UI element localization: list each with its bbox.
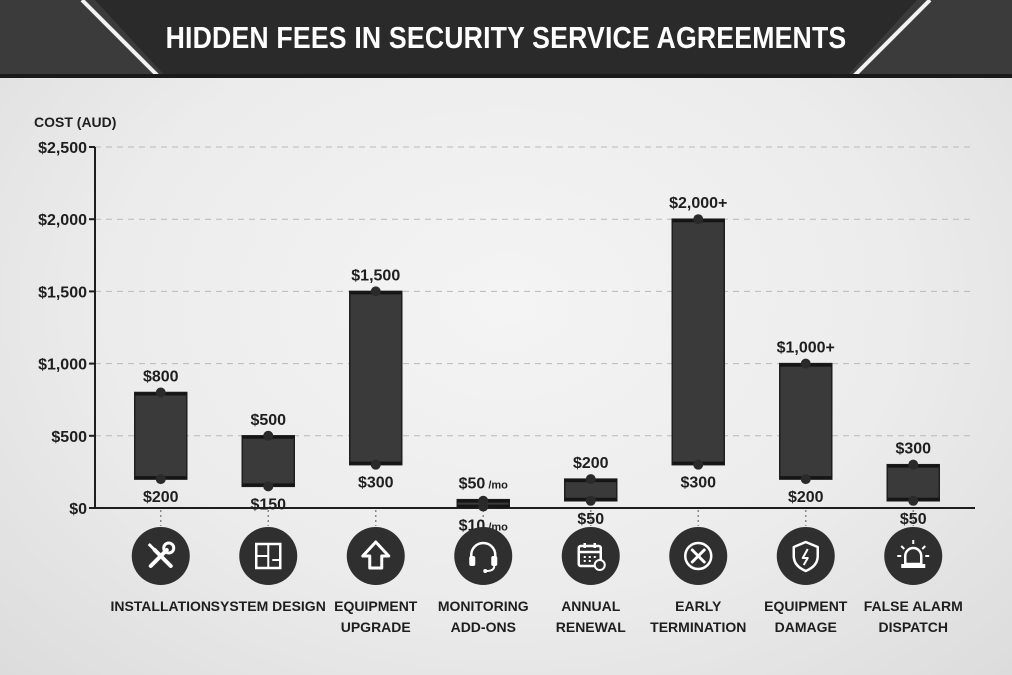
high-marker [263,430,274,441]
low-value-label: $200 [143,489,179,506]
category-label-line: TERMINATION [650,619,747,635]
y-tick-label: $0 [69,501,87,518]
y-tick-label: $2,500 [38,140,87,157]
y-tick-label: $500 [51,429,87,446]
low-marker [478,501,489,512]
low-value-label: $50 [900,511,927,528]
low-marker [263,481,274,492]
tools-icon [131,527,190,585]
low-marker [370,459,381,470]
category-label: INSTALLATION [101,596,221,617]
high-value-label: $800 [143,368,179,385]
category-label: SYSTEM DESIGN [208,596,328,617]
high-value-label: $200 [573,455,609,472]
range-bar [779,362,833,480]
range-bar [134,391,188,480]
range-bar [241,435,295,488]
shield-icon [776,527,835,585]
y-axis-label: COST (AUD) [34,114,116,130]
y-tick-label: $1,500 [38,284,87,301]
category-label-line: ANNUAL [561,598,621,614]
category-label: ANNUAL RENEWAL [531,596,651,638]
high-value-label: $2,000+ [669,195,727,212]
category-label: EQUIPMENT UPGRADE [316,596,436,638]
y-tick-label: $1,000 [38,357,87,374]
category-label-line: MONITORING [437,598,529,614]
unit-suffix: /mo [488,480,508,492]
headset-icon [454,527,513,585]
category-label-line: EQUIPMENT [764,598,848,614]
upgrade-arrow-icon [346,527,405,585]
high-value-label: $50/mo [459,476,509,493]
category-label-line: UPGRADE [340,619,411,635]
category-label-line: DAMAGE [774,619,837,635]
low-marker [800,474,811,485]
category-label: FALSE ALARM DISPATCH [853,596,973,638]
high-marker [693,214,704,225]
low-value-label: $300 [680,475,716,492]
high-marker [800,358,811,369]
category-label-line: SYSTEM DESIGN [210,598,326,614]
category-label-line: FALSE ALARM [863,598,963,614]
cancel-icon [669,527,728,585]
category-label: MONITORING ADD-ONS [423,596,543,638]
range-bar [671,218,725,466]
category-label-line: RENEWAL [555,619,626,635]
high-marker [908,459,919,470]
y-tick-label: $2,000 [38,212,87,229]
high-marker [370,286,381,297]
category-label: EARLY TERMINATION [638,596,758,638]
high-value-label: $500 [250,412,286,429]
chart-title: HIDDEN FEES IN SECURITY SERVICE AGREEMEN… [165,20,847,55]
low-value-label: $50 [577,511,604,528]
high-marker [585,474,596,485]
low-marker [908,495,919,506]
low-value-label: $300 [358,475,394,492]
category-label-line: INSTALLATION [110,598,212,614]
category-label-line: EARLY [675,598,722,614]
low-marker [693,459,704,470]
header-banner [0,0,1012,78]
category-label: EQUIPMENT DAMAGE [746,596,866,638]
low-marker [585,495,596,506]
high-value-label: $300 [895,441,931,458]
floor-plan-icon [239,527,298,585]
low-value-label: $150 [250,496,286,513]
category-label-line: ADD-ONS [450,619,516,635]
high-value-label: $1,000+ [777,340,835,357]
low-value-label: $200 [788,489,824,506]
calendar-icon [561,527,620,585]
range-bar [886,463,940,502]
category-label-line: DISPATCH [878,619,948,635]
high-marker [155,387,166,398]
high-value-label: $1,500 [351,267,400,284]
category-label-line: EQUIPMENT [334,598,418,614]
range-bar [349,290,403,466]
alarm-light-icon [884,527,943,585]
low-marker [155,474,166,485]
